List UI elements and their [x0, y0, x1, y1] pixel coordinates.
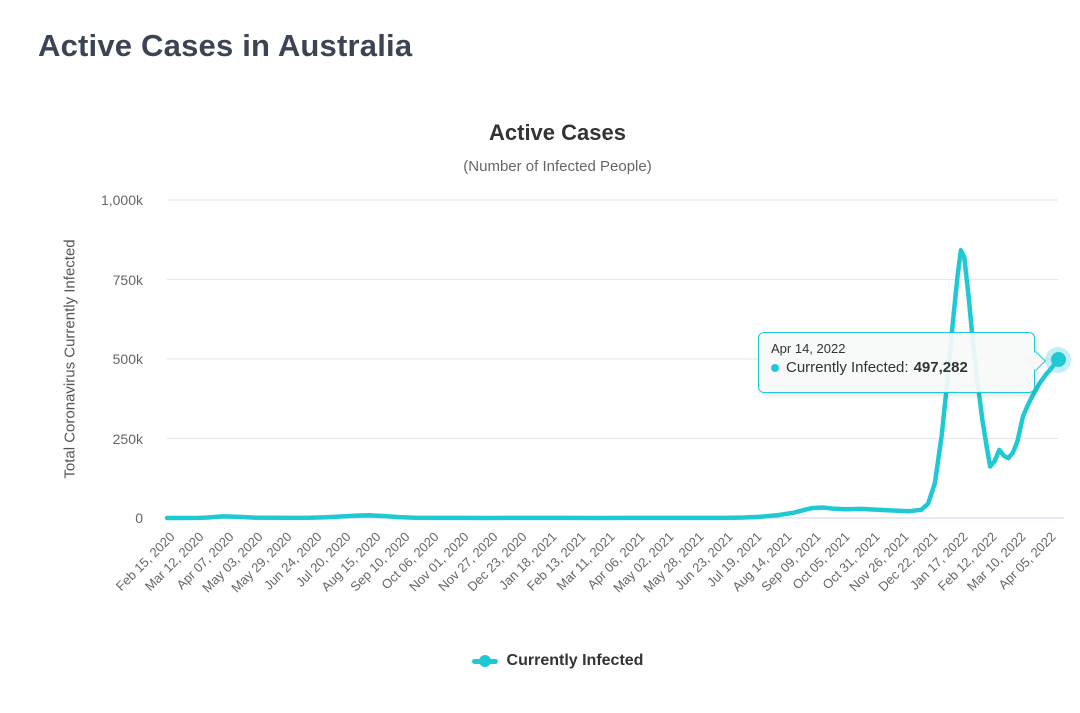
line-series-dot-icon: [478, 655, 491, 667]
tooltip: Apr 14, 2022 Currently Infected: 497,282: [758, 332, 1046, 393]
y-tick-label: 0: [135, 510, 143, 526]
y-tick-label: 1,000k: [100, 192, 143, 208]
y-tick-label: 750k: [112, 271, 143, 288]
chart-title: Active Cases: [489, 120, 626, 145]
page-title: Active Cases in Australia: [38, 28, 413, 63]
tooltip-series-label: Currently Infected:: [786, 359, 909, 376]
data-point-marker[interactable]: [1050, 352, 1066, 368]
chart-subtitle: (Number of Infected People): [463, 158, 652, 175]
tooltip-value: 497,282: [913, 359, 968, 376]
y-tick-label: 500k: [112, 351, 143, 367]
currently-infected-line[interactable]: [164, 247, 1061, 521]
chart-container: Active Cases (Number of Infected People)…: [35, 100, 1080, 700]
tooltip-row: Currently Infected: 497,282: [771, 359, 1022, 376]
tooltip-date: Apr 14, 2022: [771, 341, 846, 356]
y-tick-label: 250k: [112, 430, 143, 447]
line-series-icon: [471, 655, 498, 667]
series-bullet-icon: [771, 363, 779, 372]
legend-label: Currently Infected: [506, 652, 644, 669]
legend-item-currently-infected[interactable]: Currently Infected: [35, 652, 1080, 670]
